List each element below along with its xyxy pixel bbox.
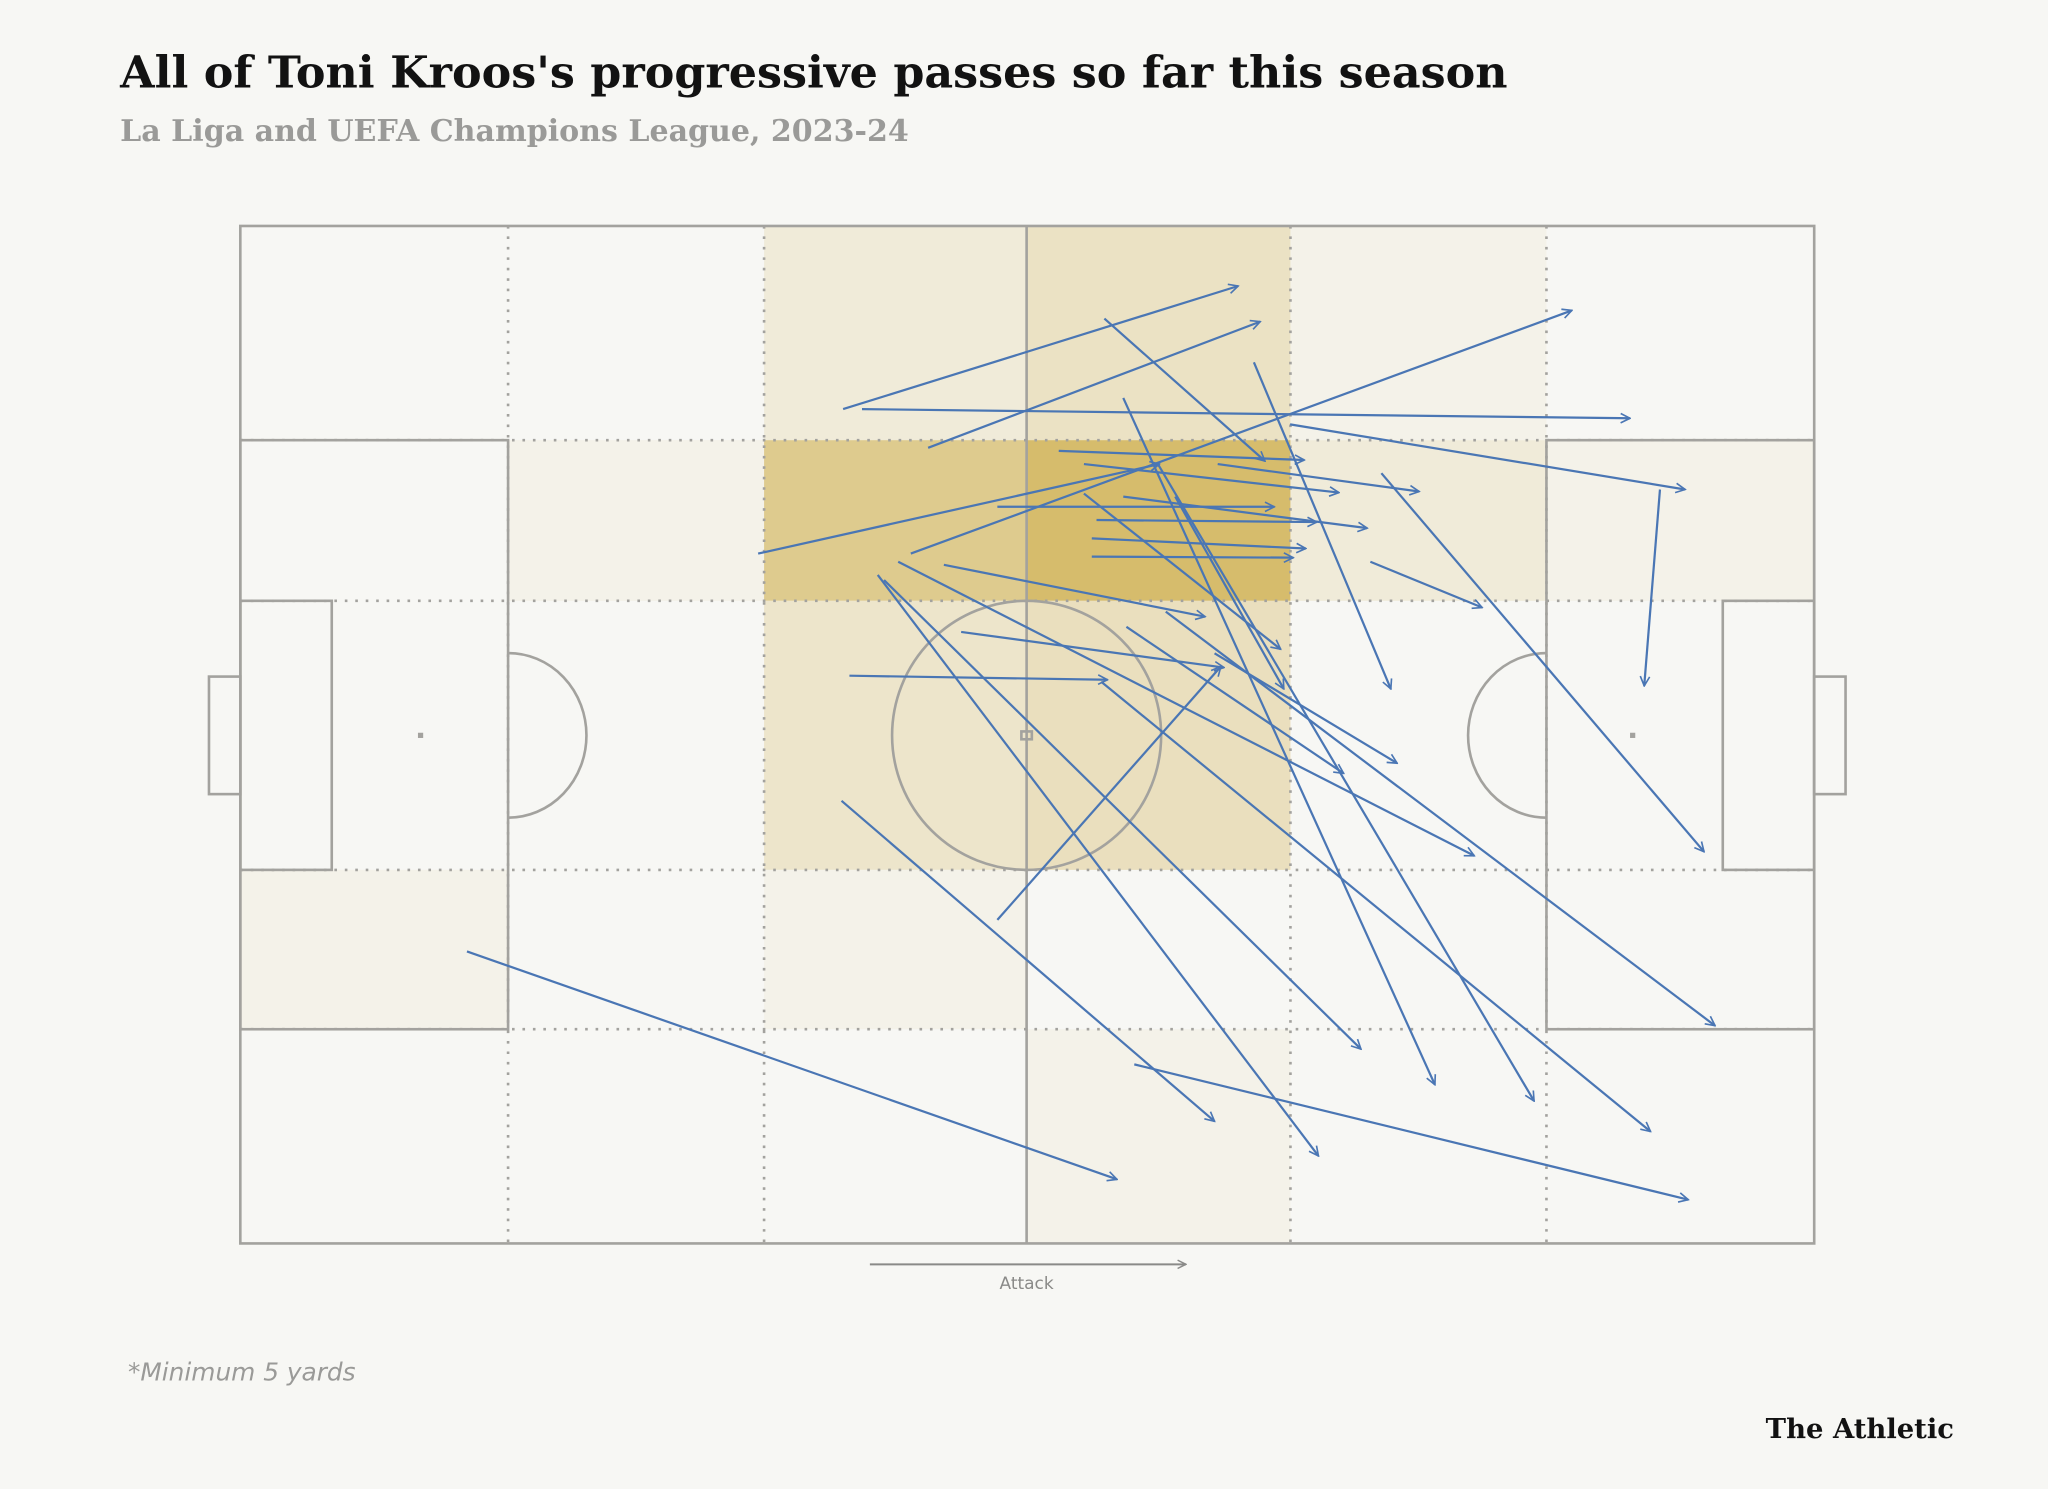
- left-six-yard-box: [239, 599, 334, 872]
- left-penalty-arc: [508, 651, 588, 819]
- pass-arrow-31: [466, 950, 1117, 1179]
- heat-zone-r4-c3: [1026, 1029, 1291, 1244]
- pass-arrow-28: [883, 579, 1361, 1049]
- pass-arrow-37: [1083, 492, 1281, 650]
- pass-arrow-4: [1103, 317, 1265, 461]
- pass-arrow-33: [1122, 397, 1435, 1085]
- pass-arrow-18: [1380, 472, 1704, 851]
- heat-zone-r3-c2: [764, 869, 1027, 1030]
- pass-arrow-9: [1058, 449, 1305, 460]
- pass-arrow-5: [1252, 361, 1391, 689]
- left-goal: [207, 675, 242, 796]
- heat-zone-r3-c0: [240, 869, 509, 1030]
- heat-zone-r1-c4: [1290, 440, 1547, 601]
- chart-subtitle: La Liga and UEFA Champions League, 2023-…: [120, 114, 909, 149]
- footnote: *Minimum 5 yards: [128, 1358, 356, 1387]
- pass-arrow-17: [1369, 560, 1482, 608]
- the-athletic-logo: The Athletic: [1766, 1413, 1954, 1445]
- zone-heatmap: [240, 225, 1815, 1244]
- right-penalty-spot: [1630, 732, 1636, 738]
- heat-zone-r1-c5: [1546, 440, 1815, 601]
- right-penalty-arc: [1466, 651, 1547, 819]
- pass-arrow-36: [1174, 496, 1285, 689]
- pass-arrow-26: [1100, 680, 1650, 1132]
- center-spot: [1020, 730, 1034, 741]
- pass-arrow-34: [1156, 463, 1536, 1101]
- left-penalty-spot: [417, 732, 424, 738]
- pass-arrow-15: [1091, 557, 1293, 558]
- pass-arrow-24: [1125, 625, 1343, 774]
- pass-arrow-3: [927, 322, 1260, 449]
- heat-zone-r0-c4: [1290, 225, 1547, 441]
- pass-arrow-2: [861, 408, 1630, 418]
- pass-arrow-11: [1217, 462, 1419, 491]
- pass-arrow-27: [876, 574, 1319, 1156]
- pass-arrow-1: [842, 286, 1238, 411]
- pass-arrow-30: [996, 667, 1220, 921]
- pass-arrow-8: [1289, 423, 1685, 489]
- pass-arrow-14: [1091, 537, 1306, 548]
- heat-zone-r0-c3: [1026, 225, 1291, 441]
- passes: [466, 286, 1715, 1200]
- heat-zone-r0-c2: [764, 225, 1027, 441]
- pass-arrow-10: [1083, 462, 1339, 492]
- heat-zone-r2-c3: [1026, 600, 1291, 870]
- pass-arrow-32: [1134, 1063, 1688, 1199]
- pass-arrow-13: [1096, 520, 1317, 522]
- pass-arrow-19: [1644, 489, 1662, 685]
- right-six-yard-box: [1721, 599, 1816, 872]
- heat-zone-r1-c1: [508, 440, 765, 601]
- pass-arrow-6: [757, 464, 1159, 555]
- heat-zone-r2-c2: [764, 600, 1027, 870]
- pass-arrow-21: [961, 630, 1224, 668]
- attack-label: Attack: [1000, 1274, 1054, 1294]
- pass-arrow-16: [1123, 495, 1367, 529]
- chart-title: All of Toni Kroos's progressive passes s…: [119, 47, 1507, 99]
- heat-zone-r1-c2: [764, 440, 1027, 601]
- right-goal: [1812, 675, 1847, 796]
- pass-arrow-7: [910, 310, 1572, 555]
- pass-arrow-35: [1165, 610, 1715, 1026]
- pass-arrow-22: [849, 676, 1107, 680]
- pitch-markings: [207, 224, 1847, 1245]
- pass-arrow-23: [897, 560, 1474, 857]
- pass-arrow-20: [943, 563, 1205, 617]
